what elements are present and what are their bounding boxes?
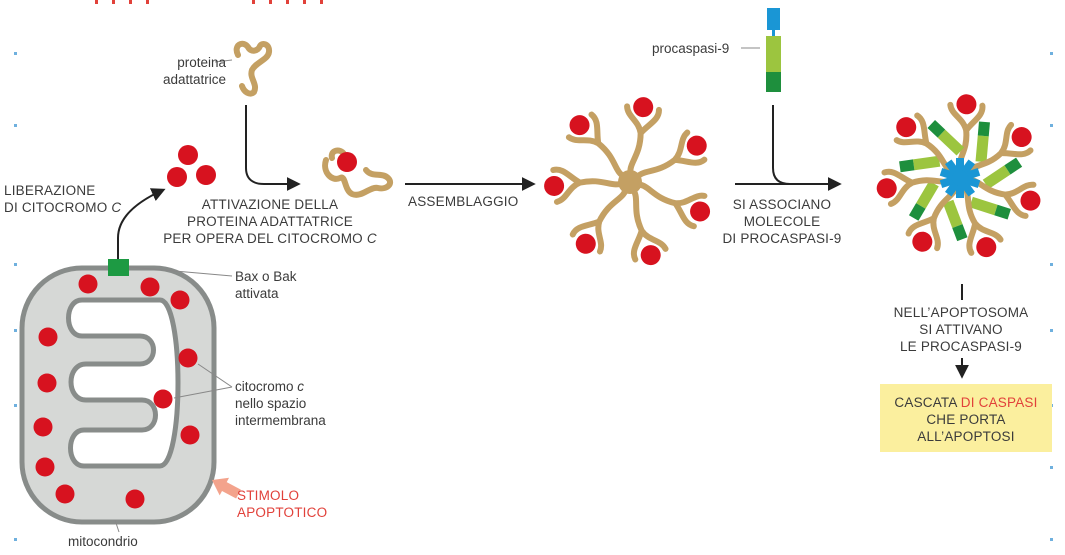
bax-bak-label: Bax o Bak attivata: [235, 269, 297, 301]
caspase-cascade-box: CASCATA DI CASPASI CHE PORTA ALL’APOPTOS…: [880, 384, 1052, 452]
inner-membrane-cristae: [66, 297, 181, 469]
procaspase-9-bound: [899, 155, 941, 173]
margin-dash: [1050, 52, 1053, 55]
cascade-line-2: CHE PORTA: [926, 412, 1006, 427]
wheel-cytochrome: [912, 231, 933, 252]
cytochrome-intermembrane-label: citocromo c nello spazio intermembrana: [235, 379, 326, 428]
activated-caspase-hub: [939, 158, 981, 198]
apoptosome-arm: [893, 112, 965, 177]
margin-dash: [14, 52, 17, 55]
top-tick: [95, 0, 98, 4]
procaspase-label: procaspasi-9: [652, 41, 730, 56]
bax-bak-channel: [108, 259, 129, 276]
margin-dash: [1050, 263, 1053, 266]
activated-adapter: [322, 147, 394, 198]
wheel-cytochrome: [1011, 127, 1032, 148]
wheel-cytochrome: [876, 178, 897, 199]
bound-cytochrome: [337, 152, 357, 172]
apoptosome-arm: [961, 121, 1034, 189]
margin-dash: [14, 329, 17, 332]
apoptosome-arm: [569, 183, 630, 255]
mitochondrion-label: mitocondrio: [68, 534, 138, 549]
top-tick: [129, 0, 132, 4]
apoptosome-wheel: [544, 97, 711, 266]
stimulus-arrow: [212, 477, 241, 499]
wheel-cytochrome: [976, 237, 997, 258]
assembly-label: ASSEMBLAGGIO: [408, 194, 519, 209]
apoptosome-arm: [565, 111, 630, 181]
top-tick: [146, 0, 149, 4]
apoptosome-arm: [544, 166, 628, 205]
apoptosome-arm: [632, 129, 708, 183]
apoptosome-activation-label: NELL’APOPTOSOMA SI ATTIVANO LE PROCASPAS…: [893, 305, 1029, 354]
cascade-line-1: CASCATA DI CASPASI: [894, 395, 1038, 410]
margin-dash: [14, 404, 17, 407]
top-tick: [303, 0, 306, 4]
procaspase-9-bound: [969, 196, 1011, 220]
apoptosome-with-procaspase: [876, 94, 1041, 258]
wheel-cytochrome: [896, 117, 917, 138]
top-tick: [112, 0, 115, 4]
adapter-protein: [233, 40, 273, 97]
margin-dash: [1050, 124, 1053, 127]
wheel-cytochrome: [575, 233, 596, 254]
procaspase-9-bound: [975, 121, 990, 163]
margin-dash: [1050, 466, 1053, 469]
apoptosome-arm: [624, 97, 662, 180]
margin-dash: [1050, 538, 1053, 541]
wheel-cytochrome: [1020, 190, 1041, 211]
release-arrow: [117, 188, 166, 259]
procaspase-9-bound: [943, 199, 968, 242]
apoptotic-stimulus-label: STIMOLO APOPTOTICO: [237, 488, 328, 520]
procaspase-arrow: [772, 105, 842, 191]
release-label: LIBERAZIONE DI CITOCROMO C: [4, 183, 122, 215]
top-tick: [286, 0, 289, 4]
apoptosome-arm: [628, 184, 669, 266]
apoptosome-arm: [632, 181, 711, 230]
wheel-cytochrome: [690, 201, 711, 222]
cascade-line-3: ALL’APOPTOSI: [917, 429, 1015, 444]
margin-dash: [14, 124, 17, 127]
margin-dash: [1050, 329, 1053, 332]
procaspase-9-bound: [908, 180, 939, 221]
free-cytochromes: [167, 145, 216, 187]
procaspase-9-molecule: [766, 8, 781, 92]
associate-label: SI ASSOCIANO MOLECOLE DI PROCASPASI-9: [722, 197, 842, 246]
apoptosome-arm: [943, 180, 1004, 258]
procaspase-9-bound: [927, 119, 965, 156]
wheel-cytochrome: [544, 175, 565, 196]
leader-lines: [114, 47, 760, 533]
top-tick: [269, 0, 272, 4]
wheel-cytochrome: [640, 245, 661, 266]
procaspase-9-bound: [982, 157, 1023, 189]
wheel-cytochrome: [956, 94, 977, 115]
mitochondrion: [19, 259, 217, 525]
top-tick: [252, 0, 255, 4]
adapter-protein-label: proteina adattatrice: [162, 55, 226, 87]
activation-label: ATTIVAZIONE DELLA PROTEINA ADATTATRICE P…: [163, 197, 377, 246]
wheel-cytochrome: [569, 115, 590, 136]
adapter-arrow: [245, 105, 301, 191]
wheel-cytochrome: [686, 135, 707, 156]
top-tick: [320, 0, 323, 4]
apoptosome-arm: [962, 176, 1041, 220]
margin-dash: [14, 538, 17, 541]
wheel-cytochrome: [633, 97, 654, 118]
margin-dash: [14, 263, 17, 266]
cytochrome-c-molecules: [33, 274, 200, 509]
